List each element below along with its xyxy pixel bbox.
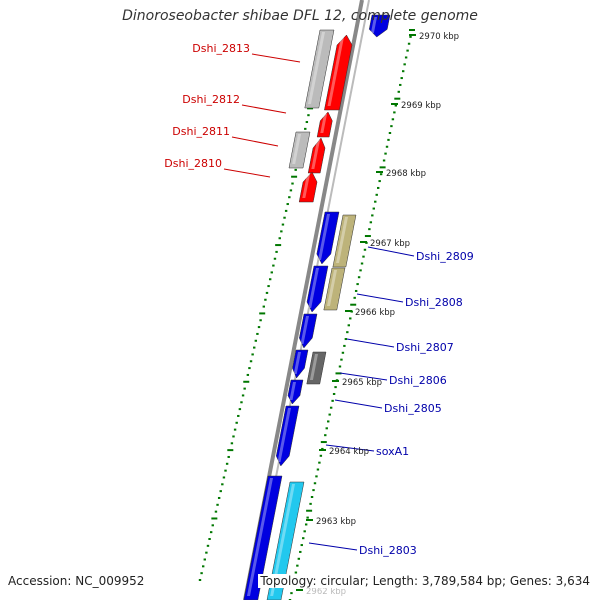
gene-label-dshi-2808: Dshi_2808 <box>405 296 463 309</box>
gene-dark-1 <box>306 351 327 385</box>
gene-features <box>243 14 391 601</box>
leader-line <box>339 372 388 381</box>
leader-line <box>334 399 383 409</box>
gene-soxa1-highlight <box>277 408 291 462</box>
accession-text: Accession: NC_009952 <box>8 574 145 588</box>
gene-blue-top-highlight <box>370 17 377 33</box>
kbp-label: 2967 kbp <box>370 239 410 249</box>
gene-cyan-1-highlight <box>270 484 295 596</box>
gene-blue-top <box>368 14 391 38</box>
gene-dshi-2807 <box>299 313 318 349</box>
gene-olive-2 <box>323 267 346 311</box>
gene-olive-1-shape <box>332 214 357 268</box>
kbp-label: 2968 kbp <box>386 169 426 179</box>
gene-label-dshi-2803: Dshi_2803 <box>359 544 417 557</box>
kbp-label: 2969 kbp <box>401 101 441 111</box>
gene-dshi-2813 <box>324 34 353 111</box>
kbp-label: 2963 kbp <box>316 517 356 527</box>
gene-dshi-2813-shape <box>324 34 353 111</box>
gene-dshi-2809 <box>316 211 340 265</box>
gene-olive-2-highlight <box>326 270 337 306</box>
label-leader-lines <box>223 53 415 551</box>
gene-label-dshi-2812: Dshi_2812 <box>182 93 240 106</box>
gene-dshi-2808 <box>306 265 329 313</box>
gene-gray-2 <box>288 131 311 169</box>
leader-line <box>308 542 358 551</box>
kbp-label: 2965 kbp <box>342 378 382 388</box>
inner-tick-track <box>288 29 415 601</box>
gene-dshi-2806 <box>292 349 309 379</box>
gene-dshi-2813-highlight <box>327 37 344 106</box>
gene-gray-1-shape <box>304 29 335 109</box>
gene-gray-2-highlight <box>292 134 301 164</box>
gene-dshi-2812-shape <box>316 111 333 138</box>
leader-line <box>231 136 279 147</box>
gene-soxa1-shape <box>275 405 300 467</box>
kbp-label: 2962 kbp <box>306 587 346 597</box>
kbp-label: 2970 kbp <box>419 32 459 42</box>
gene-dshi-2811 <box>307 137 326 174</box>
gene-dshi-2809-highlight <box>318 214 330 260</box>
leader-line <box>367 246 415 257</box>
gene-label-dshi-2810: Dshi_2810 <box>164 157 222 170</box>
gene-dshi-2808-highlight <box>308 268 319 308</box>
genome-title: Dinoroseobacter shibae DFL 12, complete … <box>122 8 478 24</box>
gene-label-dshi-2813: Dshi_2813 <box>192 42 250 55</box>
gene-dshi-2806-shape <box>292 349 309 379</box>
gene-dshi-2812 <box>316 111 333 138</box>
leader-line <box>241 104 287 114</box>
leader-line <box>223 168 271 178</box>
leader-line <box>356 293 404 303</box>
gene-label-dshi-2811: Dshi_2811 <box>172 125 230 138</box>
gene-dshi-2805 <box>287 379 304 405</box>
gene-labels: Dshi_2813 Dshi_2812 Dshi_2811 Dshi_2810 Dshi… <box>164 42 473 557</box>
gene-dshi-2807-shape <box>299 313 318 349</box>
gene-label-dshi-2809: Dshi_2809 <box>416 250 474 263</box>
gene-olive-1 <box>332 214 357 268</box>
gene-dshi-2810 <box>298 171 318 203</box>
leader-line <box>325 444 375 452</box>
gene-label-dshi-2807: Dshi_2807 <box>396 341 454 354</box>
gene-dshi-2803-a-highlight <box>246 478 273 596</box>
gene-dark-1-shape <box>306 351 327 385</box>
gene-dshi-2806-highlight <box>293 352 301 374</box>
gene-dark-1-highlight <box>309 354 318 380</box>
kbp-label: 2966 kbp <box>355 308 395 318</box>
gene-label-dshi-2805: Dshi_2805 <box>384 402 442 415</box>
kbp-scale-labels: 2970 kbp 2969 kbp 2968 kbp 2967 kbp 2966 kbp… <box>296 32 459 597</box>
gene-dshi-2811-shape <box>307 137 326 174</box>
kbp-label: 2964 kbp <box>329 447 369 457</box>
gene-soxa1 <box>275 405 300 467</box>
gene-label-soxa1: soxA1 <box>376 445 409 458</box>
gene-label-dshi-2806: Dshi_2806 <box>389 374 447 387</box>
gene-dshi-2805-highlight <box>289 382 296 400</box>
gene-dshi-2808-shape <box>306 265 329 313</box>
gene-gray-1-highlight <box>307 32 325 104</box>
gene-olive-2-shape <box>323 267 346 311</box>
genome-summary-text: Topology: circular; Length: 3,789,584 bp… <box>258 574 590 588</box>
gene-dshi-2810-shape <box>298 171 318 203</box>
gene-dshi-2810-highlight <box>302 174 310 198</box>
gene-dshi-2809-shape <box>316 211 340 265</box>
gene-gray-2-shape <box>288 131 311 169</box>
gene-blue-top-shape <box>368 14 391 38</box>
gene-dshi-2812-highlight <box>320 114 327 133</box>
gene-dshi-2805-shape <box>287 379 304 405</box>
gene-dshi-2811-highlight <box>311 140 320 169</box>
gene-dshi-2807-highlight <box>300 316 309 344</box>
leader-line <box>251 53 301 63</box>
gene-olive-1-highlight <box>336 217 348 263</box>
leader-line <box>346 338 395 348</box>
gene-gray-1 <box>304 29 335 109</box>
